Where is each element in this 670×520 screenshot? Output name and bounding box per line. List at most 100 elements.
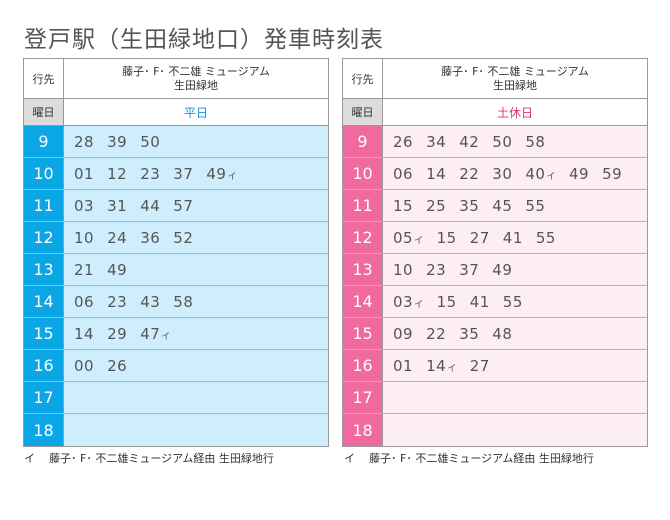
minute-value: 50: [492, 132, 513, 151]
minutes-cell: 15 25 35 45 55: [383, 190, 647, 221]
minute-value: 37: [459, 260, 480, 279]
departure-minute: 01: [74, 165, 94, 183]
minutes-cell: 03イ 15 41 55: [383, 286, 647, 317]
minute-value: 01: [74, 164, 95, 183]
minutes-cell: [64, 382, 328, 413]
minute-value: 15: [393, 196, 414, 215]
hour-row: 12 05イ 15 27 41 55: [343, 222, 647, 254]
minute-value: 37: [173, 164, 194, 183]
departure-minute: 25: [426, 197, 446, 215]
hour-row: 10 06 14 22 30 40イ 49 59: [343, 158, 647, 190]
departure-minute: 47イ: [140, 325, 171, 343]
minute-value: 27: [469, 228, 490, 247]
minute-value: 06: [393, 164, 414, 183]
hour-row: 18: [24, 414, 328, 446]
minute-value: 31: [107, 196, 128, 215]
departure-minute: 00: [74, 357, 94, 375]
departure-minute: 59: [602, 165, 622, 183]
departure-minute: 57: [173, 197, 193, 215]
departure-minute: 14: [74, 325, 94, 343]
departure-minute: 41: [503, 229, 523, 247]
hour-cell: 14: [24, 286, 64, 317]
minute-value: 10: [393, 260, 414, 279]
footnote-mark: イ: [344, 452, 355, 465]
day-row: 曜日 平日: [24, 99, 328, 126]
departure-minute: 34: [426, 133, 446, 151]
minute-value: 00: [74, 356, 95, 375]
minute-value: 58: [525, 132, 546, 151]
hour-cell: 12: [343, 222, 383, 253]
hour-row: 17: [343, 382, 647, 414]
minute-value: 40: [525, 164, 546, 183]
departure-minute: 15: [437, 293, 457, 311]
minute-value: 23: [426, 260, 447, 279]
minutes-cell: [383, 382, 647, 413]
minute-value: 14: [74, 324, 95, 343]
hour-cell: 13: [343, 254, 383, 285]
departure-minute: 06: [74, 293, 94, 311]
departure-minute: 49: [107, 261, 127, 279]
hour-row: 13 21 49: [24, 254, 328, 286]
departure-minute: 21: [74, 261, 94, 279]
minute-value: 43: [140, 292, 161, 311]
hour-cell: 13: [24, 254, 64, 285]
minutes-cell: 14 29 47イ: [64, 318, 328, 349]
minutes-cell: 28 39 50: [64, 126, 328, 157]
departure-minute: 58: [173, 293, 193, 311]
hour-cell: 15: [343, 318, 383, 349]
departure-minute: 30: [492, 165, 512, 183]
hour-row: 14 03イ 15 41 55: [343, 286, 647, 318]
destination-line1: 藤子･ F･ 不二雄 ミュージアム: [122, 64, 270, 78]
departure-minute: 03イ: [393, 293, 424, 311]
departure-minute: 27: [470, 229, 490, 247]
minute-value: 47: [140, 324, 161, 343]
departure-minute: 14: [426, 165, 446, 183]
minute-value: 39: [107, 132, 128, 151]
departure-minute: 27: [470, 357, 490, 375]
hour-row: 17: [24, 382, 328, 414]
hour-row: 12 10 24 36 52: [24, 222, 328, 254]
minute-value: 55: [502, 292, 523, 311]
minute-value: 45: [492, 196, 513, 215]
departure-minute: 22: [459, 165, 479, 183]
departure-minute: 06: [393, 165, 413, 183]
minute-value: 23: [107, 292, 128, 311]
minute-value: 41: [502, 228, 523, 247]
departure-minute: 26: [393, 133, 413, 151]
minute-value: 22: [459, 164, 480, 183]
minute-value: 25: [426, 196, 447, 215]
destination-value: 藤子･ F･ 不二雄 ミュージアム 生田緑地: [383, 59, 647, 98]
minute-value: 35: [459, 324, 480, 343]
hour-cell: 16: [343, 350, 383, 381]
hour-row: 18: [343, 414, 647, 446]
hour-cell: 10: [24, 158, 64, 189]
departure-minute: 12: [107, 165, 127, 183]
minute-value: 14: [426, 356, 447, 375]
departure-minute: 49: [569, 165, 589, 183]
departure-minute: 28: [74, 133, 94, 151]
hour-cell: 15: [24, 318, 64, 349]
departure-minute: 24: [107, 229, 127, 247]
hour-cell: 17: [343, 382, 383, 413]
minute-value: 12: [107, 164, 128, 183]
departure-minute: 43: [140, 293, 160, 311]
footnote: イ 藤子･ F･ 不二雄ミュージアム経由 生田緑地行: [24, 450, 274, 466]
day-type-weekday: 平日: [64, 99, 328, 125]
departure-minute: 45: [492, 197, 512, 215]
minutes-cell: [383, 414, 647, 446]
day-label: 曜日: [24, 99, 64, 125]
departure-minute: 36: [140, 229, 160, 247]
departure-minute: 15: [437, 229, 457, 247]
destination-line2: 生田緑地: [174, 78, 218, 92]
minutes-cell: 09 22 35 48: [383, 318, 647, 349]
minutes-cell: 03 31 44 57: [64, 190, 328, 221]
hour-row: 11 03 31 44 57: [24, 190, 328, 222]
minute-value: 03: [74, 196, 95, 215]
hour-row: 9 26 34 42 50 58: [343, 126, 647, 158]
hour-cell: 9: [24, 126, 64, 157]
minute-value: 22: [426, 324, 447, 343]
hour-row: 15 09 22 35 48: [343, 318, 647, 350]
minute-value: 50: [140, 132, 161, 151]
departure-minute: 35: [459, 325, 479, 343]
departure-minute: 23: [140, 165, 160, 183]
